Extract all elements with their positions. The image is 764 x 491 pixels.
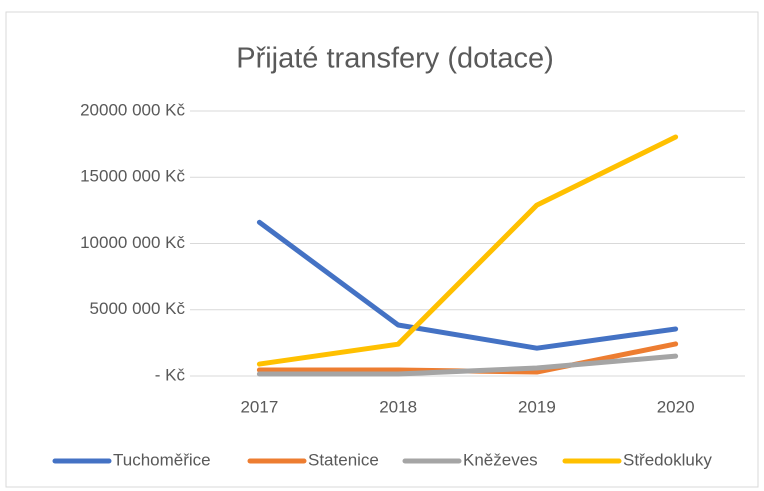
legend-label: Středokluky [623,450,712,469]
series-line [256,353,679,377]
y-tick-label: 5000 000 Kč [90,299,186,318]
y-tick-label: 10000 000 Kč [80,233,185,252]
chart-title: Přijaté transfery (dotace) [236,43,554,75]
legend-label: Tuchoměřice [113,450,211,469]
series-line [256,219,679,351]
legend-label: Statenice [308,450,379,469]
x-tick-label: 2017 [240,397,278,416]
y-tick-label: 20000 000 Kč [80,100,185,119]
legend-label: Kněževes [463,450,538,469]
x-tick-label: 2020 [657,397,695,416]
y-tick-label: - Kč [155,365,186,384]
y-tick-label: 15000 000 Kč [80,167,185,186]
x-tick-label: 2019 [518,397,556,416]
series-line [256,134,679,367]
x-tick-label: 2018 [379,397,417,416]
chart-frame [5,11,759,488]
